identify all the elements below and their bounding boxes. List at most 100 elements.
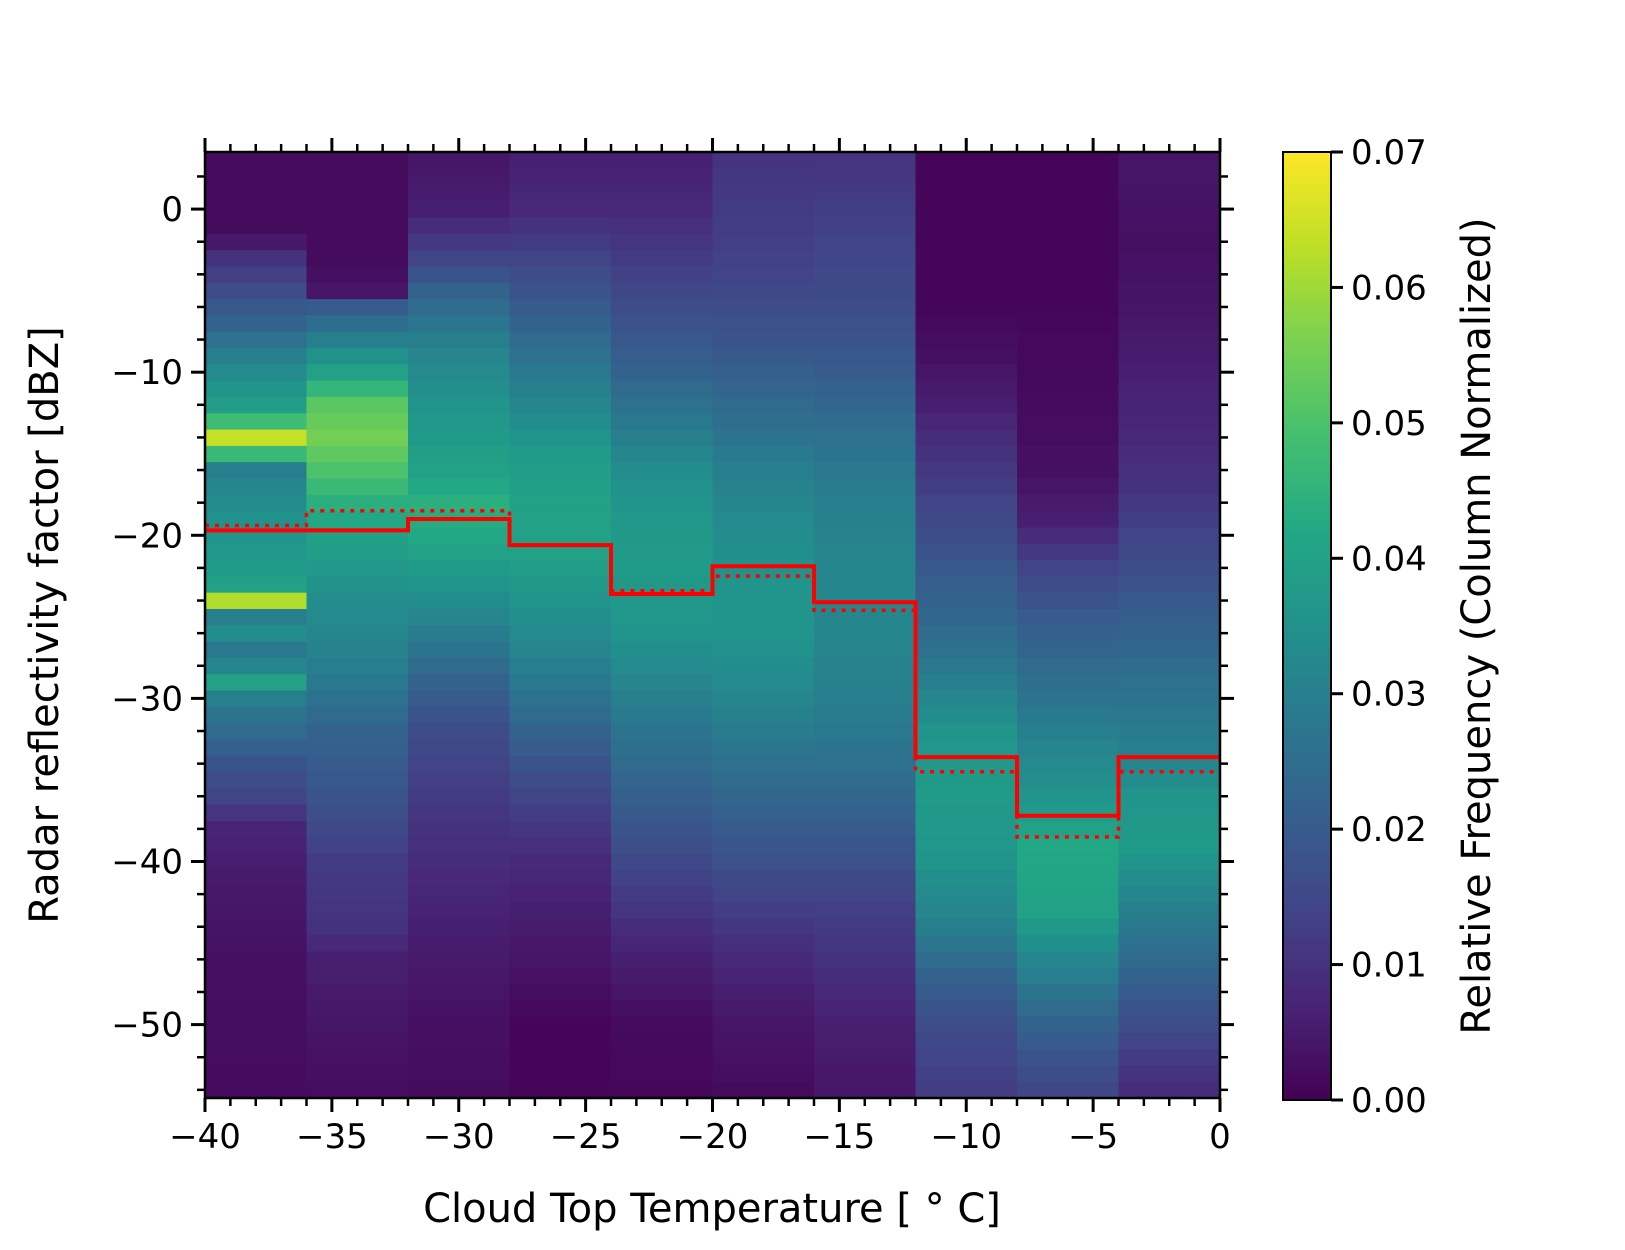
heatmap-cell — [306, 412, 409, 430]
heatmap-cell — [611, 543, 713, 561]
heatmap-cell — [1017, 526, 1119, 544]
heatmap-cell — [306, 559, 409, 577]
heatmap-cell — [408, 1065, 510, 1082]
heatmap-cell — [408, 559, 510, 577]
colorbar-tick-label: 0.02 — [1351, 810, 1427, 850]
heatmap-cell — [611, 853, 713, 870]
heatmap-cell — [1118, 592, 1220, 609]
heatmap-cell — [611, 1016, 713, 1034]
heatmap-cell — [611, 184, 713, 202]
heatmap-cell — [611, 249, 713, 267]
heatmap-cell — [712, 836, 815, 854]
heatmap-cell — [205, 477, 307, 495]
heatmap-cell — [509, 314, 612, 332]
heatmap-cell — [408, 282, 510, 300]
y-tick-label: −10 — [111, 353, 183, 393]
heatmap-cell — [509, 706, 612, 724]
heatmap-cell — [1118, 347, 1220, 365]
heatmap-cell — [611, 380, 713, 397]
heatmap-cell — [306, 901, 409, 919]
heatmap-cell — [408, 592, 510, 609]
heatmap-cell — [1017, 282, 1119, 300]
heatmap-cell — [814, 363, 916, 381]
heatmap-cell — [1017, 950, 1119, 968]
heatmap-cell — [509, 559, 612, 577]
heatmap-cell — [712, 1032, 815, 1050]
heatmap-cell — [611, 314, 713, 332]
heatmap-cell — [814, 331, 916, 349]
heatmap-cell — [915, 592, 1018, 609]
heatmap-cell — [814, 510, 916, 528]
heatmap-cell — [712, 755, 815, 773]
heatmap-cell — [306, 608, 409, 626]
heatmap-cell — [1118, 184, 1220, 202]
heatmap-cell — [712, 608, 815, 626]
heatmap-cell — [1017, 608, 1119, 626]
heatmap-cell — [306, 624, 409, 642]
heatmap-cell — [915, 722, 1018, 740]
heatmap-cell — [205, 967, 307, 985]
heatmap-cell — [408, 999, 510, 1017]
heatmap-cell — [1017, 314, 1119, 332]
colorbar-tick-label: 0.04 — [1351, 539, 1427, 579]
heatmap-cell — [1017, 787, 1119, 805]
heatmap-cell — [611, 428, 713, 446]
heatmap-cell — [509, 1065, 612, 1082]
heatmap-cell — [509, 1081, 612, 1098]
heatmap-cell — [205, 461, 307, 479]
heatmap-cell — [915, 624, 1018, 642]
heatmap-cell — [408, 347, 510, 365]
heatmap-cell — [611, 347, 713, 365]
heatmap-cell — [205, 673, 307, 691]
heatmap-cell — [408, 200, 510, 218]
heatmap-cell — [1017, 706, 1119, 724]
heatmap-cell — [509, 428, 612, 446]
heatmap-cell — [611, 298, 713, 316]
heatmap-cell — [915, 152, 1018, 169]
heatmap-cell — [1118, 168, 1220, 185]
heatmap-cell — [1118, 298, 1220, 316]
heatmap-cell — [814, 396, 916, 414]
heatmap-cell — [1118, 510, 1220, 528]
heatmap-cell — [509, 641, 612, 658]
heatmap-cell — [611, 722, 713, 740]
heatmap-cell — [1118, 967, 1220, 985]
heatmap-cell — [814, 265, 916, 283]
heatmap-cell — [408, 168, 510, 185]
heatmap-cell — [1017, 152, 1119, 169]
heatmap-cell — [306, 1048, 409, 1066]
heatmap — [205, 152, 1220, 1098]
heatmap-cell — [408, 738, 510, 756]
heatmap-cell — [915, 233, 1018, 251]
x-tick-label: −5 — [1068, 1117, 1118, 1157]
heatmap-cell — [205, 787, 307, 805]
heatmap-cell — [712, 396, 815, 414]
heatmap-cell — [915, 526, 1018, 544]
heatmap-cell — [205, 298, 307, 316]
x-tick-label: −20 — [677, 1117, 749, 1157]
heatmap-cell — [611, 983, 713, 1001]
heatmap-cell — [306, 543, 409, 561]
heatmap-cell — [306, 396, 409, 414]
heatmap-cell — [1118, 526, 1220, 544]
heatmap-cell — [1118, 755, 1220, 773]
heatmap-cell — [712, 152, 815, 169]
heatmap-cell — [611, 673, 713, 691]
heatmap-cell — [1118, 738, 1220, 756]
heatmap-cell — [611, 706, 713, 724]
heatmap-cell — [1017, 804, 1119, 822]
heatmap-cell — [611, 901, 713, 919]
heatmap-cell — [408, 249, 510, 267]
heatmap-cell — [306, 380, 409, 397]
heatmap-cell — [915, 445, 1018, 463]
heatmap-cell — [915, 999, 1018, 1017]
heatmap-cell — [1017, 738, 1119, 756]
heatmap-cell — [915, 706, 1018, 724]
heatmap-cell — [509, 1048, 612, 1066]
colorbar — [1282, 151, 1332, 1101]
heatmap-cell — [611, 967, 713, 985]
heatmap-cell — [306, 282, 409, 300]
heatmap-cell — [509, 331, 612, 349]
heatmap-cell — [611, 331, 713, 349]
heatmap-cell — [712, 233, 815, 251]
